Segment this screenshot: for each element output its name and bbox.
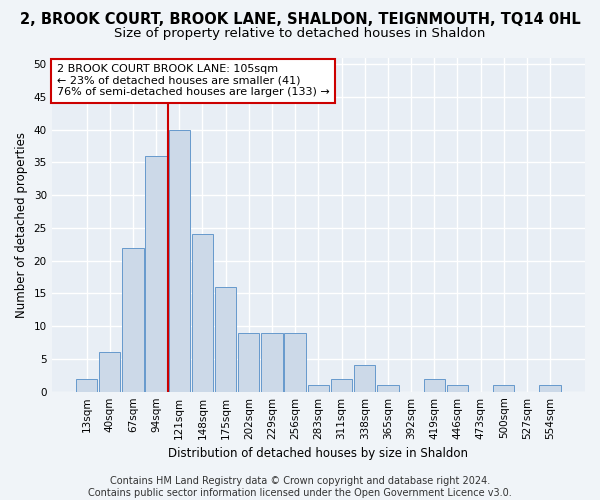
Bar <box>76 378 97 392</box>
Bar <box>377 385 398 392</box>
Bar <box>447 385 468 392</box>
Bar <box>192 234 213 392</box>
Bar <box>215 287 236 392</box>
Bar <box>331 378 352 392</box>
Bar <box>284 332 306 392</box>
Bar <box>122 248 143 392</box>
Text: Size of property relative to detached houses in Shaldon: Size of property relative to detached ho… <box>115 28 485 40</box>
Bar <box>539 385 561 392</box>
Bar <box>238 332 259 392</box>
Bar <box>308 385 329 392</box>
Text: Contains HM Land Registry data © Crown copyright and database right 2024.
Contai: Contains HM Land Registry data © Crown c… <box>88 476 512 498</box>
Y-axis label: Number of detached properties: Number of detached properties <box>15 132 28 318</box>
Bar <box>354 366 376 392</box>
Bar <box>145 156 167 392</box>
Text: 2 BROOK COURT BROOK LANE: 105sqm
← 23% of detached houses are smaller (41)
76% o: 2 BROOK COURT BROOK LANE: 105sqm ← 23% o… <box>57 64 330 98</box>
Bar <box>424 378 445 392</box>
Bar <box>493 385 514 392</box>
Bar <box>99 352 121 392</box>
X-axis label: Distribution of detached houses by size in Shaldon: Distribution of detached houses by size … <box>169 447 469 460</box>
Text: 2, BROOK COURT, BROOK LANE, SHALDON, TEIGNMOUTH, TQ14 0HL: 2, BROOK COURT, BROOK LANE, SHALDON, TEI… <box>20 12 580 28</box>
Bar <box>262 332 283 392</box>
Bar <box>169 130 190 392</box>
